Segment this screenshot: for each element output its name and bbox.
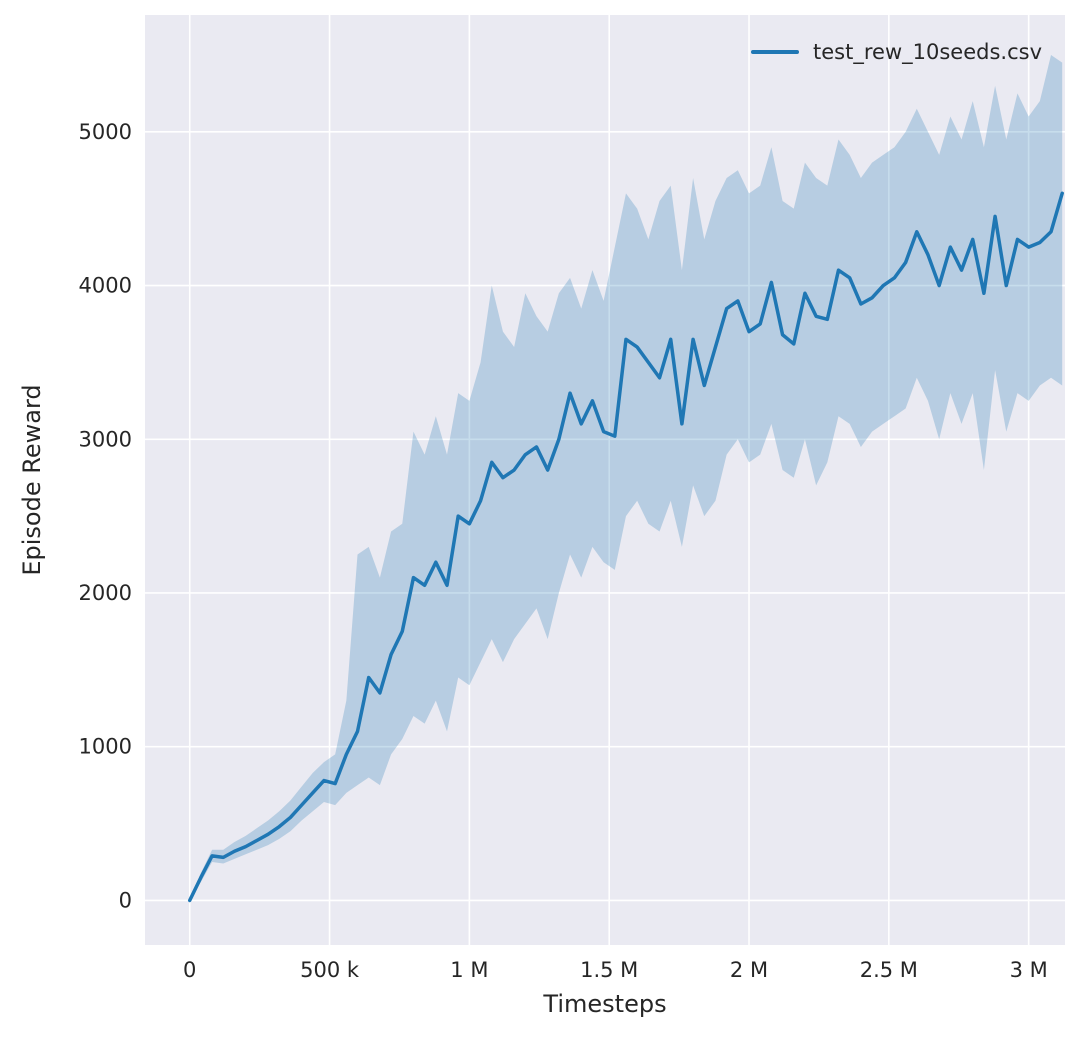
x-tick-label: 500 k: [300, 958, 360, 982]
x-tick-label: 2.5 M: [860, 958, 918, 982]
x-tick-label: 1.5 M: [580, 958, 638, 982]
y-tick-label: 5000: [79, 120, 132, 144]
x-tick-label: 1 M: [450, 958, 488, 982]
x-tick-label: 2 M: [730, 958, 768, 982]
y-tick-label: 0: [119, 888, 132, 912]
mean-line: [187, 191, 1064, 903]
confidence-band: [189, 54, 1063, 901]
y-tick-label: 4000: [79, 274, 132, 298]
y-tick-label: 1000: [79, 735, 132, 759]
legend-line-sample: [751, 50, 800, 54]
y-tick-label: 3000: [79, 427, 132, 451]
plot-area: [145, 15, 1065, 945]
x-axis-label: Timesteps: [543, 990, 667, 1018]
x-tick-label: 0: [183, 958, 196, 982]
y-axis-label: Episode Reward: [18, 384, 46, 576]
legend-label: test_rew_10seeds.csv: [813, 40, 1042, 64]
y-tick-label: 2000: [79, 581, 132, 605]
gridlines: [145, 15, 1065, 945]
legend: test_rew_10seeds.csv: [751, 40, 1042, 64]
x-tick-label: 3 M: [1010, 958, 1048, 982]
